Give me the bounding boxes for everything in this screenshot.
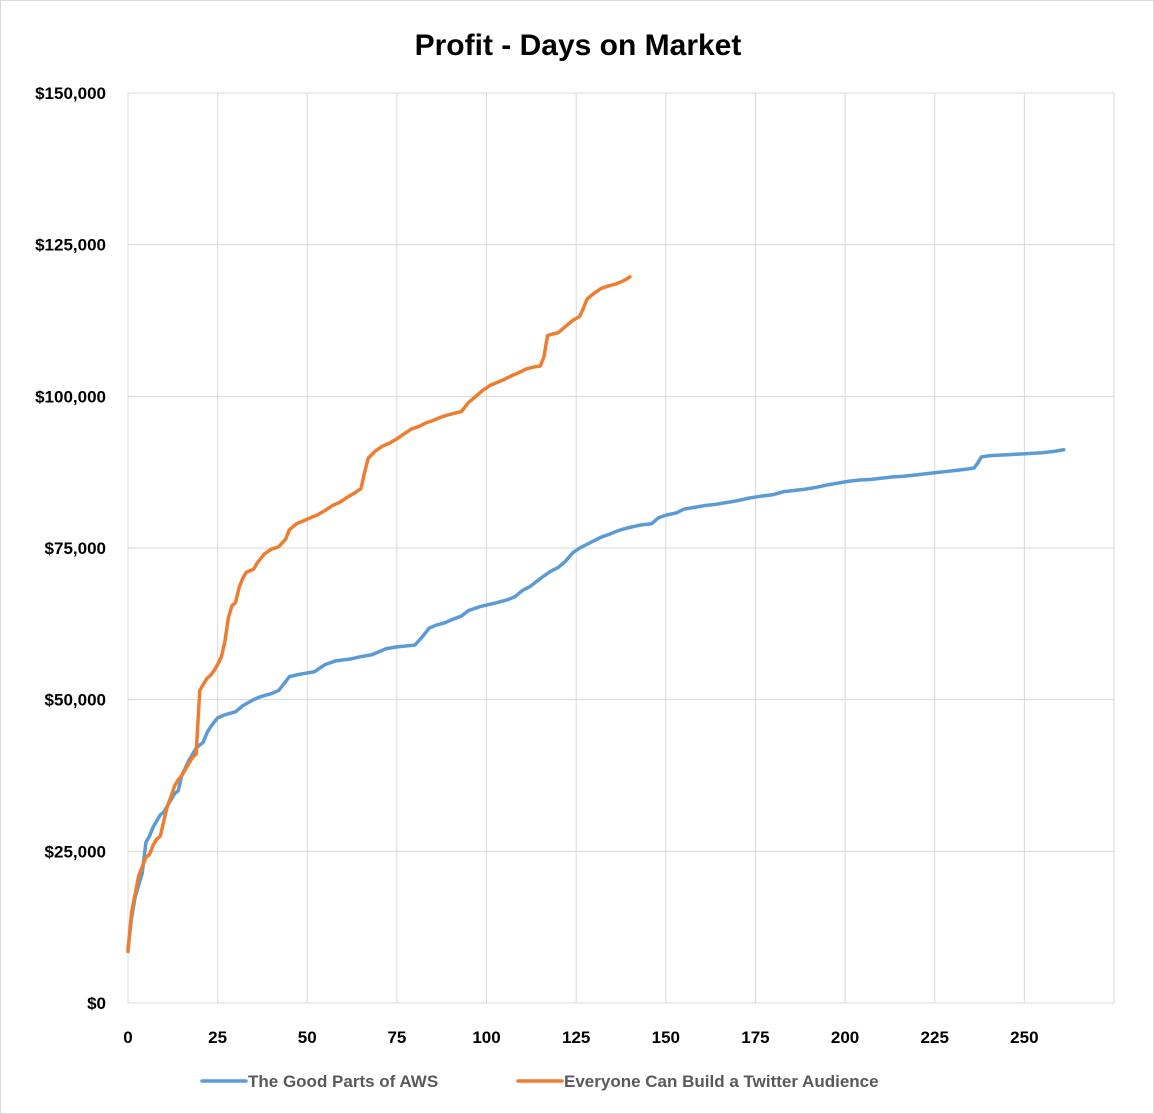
- x-tick-label: 125: [562, 1028, 590, 1047]
- y-tick-label: $0: [87, 994, 106, 1013]
- x-axis-tick-labels: 0 25 50 75 100 125 150 175 200 225 250: [123, 1028, 1038, 1047]
- y-axis-tick-labels: $0 $25,000 $50,000 $75,000 $100,000 $125,000 $…: [35, 84, 106, 1013]
- y-tick-label: $100,000: [35, 387, 106, 406]
- x-tick-label: 175: [741, 1028, 769, 1047]
- y-tick-label: $150,000: [35, 84, 106, 103]
- x-tick-label: 150: [652, 1028, 680, 1047]
- x-tick-label: 0: [123, 1028, 132, 1047]
- series-layer: [126, 275, 1066, 954]
- y-tick-label: $25,000: [45, 842, 106, 861]
- series-line-1: [126, 447, 1066, 951]
- grid-layer: [127, 92, 1115, 1004]
- x-tick-label: 225: [921, 1028, 949, 1047]
- x-tick-label: 25: [208, 1028, 227, 1047]
- y-tick-label: $75,000: [45, 539, 106, 558]
- y-tick-label: $125,000: [35, 236, 106, 255]
- series-line-2: [126, 275, 632, 954]
- legend-label-2: Everyone Can Build a Twitter Audience: [564, 1072, 879, 1091]
- x-tick-label: 75: [387, 1028, 406, 1047]
- x-tick-label: 50: [298, 1028, 317, 1047]
- x-tick-label: 100: [472, 1028, 500, 1047]
- legend-label-1: The Good Parts of AWS: [248, 1072, 438, 1091]
- y-tick-label: $50,000: [45, 691, 106, 710]
- chart-title: Profit - Days on Market: [415, 29, 742, 62]
- legend: The Good Parts of AWS Everyone Can Build …: [200, 1072, 879, 1091]
- x-tick-label: 200: [831, 1028, 859, 1047]
- x-tick-label: 250: [1010, 1028, 1038, 1047]
